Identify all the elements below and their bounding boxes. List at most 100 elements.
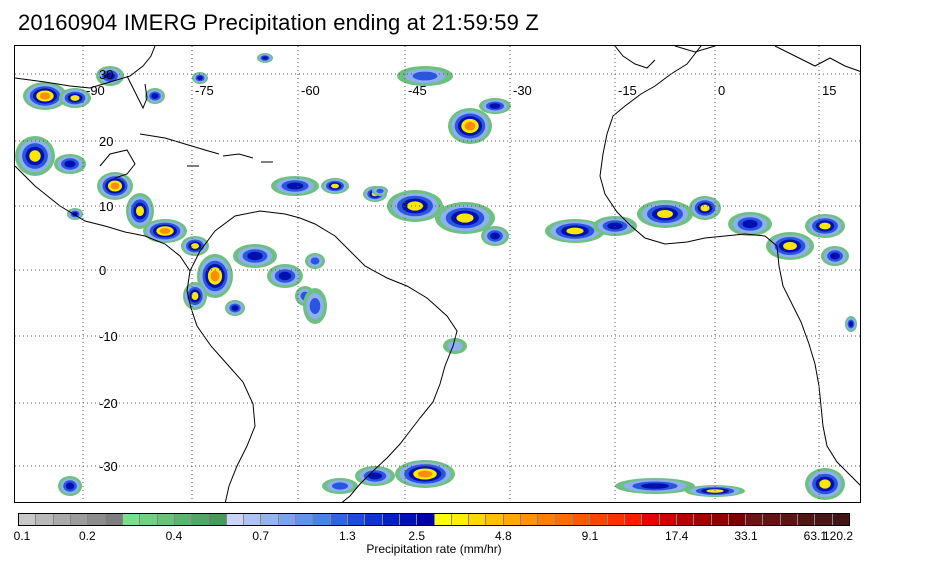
longitude-label: -30 [513,83,532,98]
colorbar-swatch [53,514,71,525]
precip-cell [72,211,78,217]
precip-cell [819,222,831,230]
precipitation-colorbar [18,513,850,526]
precip-cell [332,482,348,490]
colorbar-swatch [140,514,158,525]
precip-cell [447,341,463,351]
colorbar-swatch [728,514,747,525]
colorbar-swatch [417,514,435,525]
colorbar-swatch [711,514,729,525]
precip-cell [331,183,339,189]
colorbar-swatch [763,514,781,525]
precip-cell [136,205,144,217]
colorbar-tick-label: 0.2 [78,529,96,543]
precip-cell [819,479,831,489]
colorbar-swatch [538,514,556,525]
precip-cell [191,243,199,249]
colorbar-tick-label: 120.2 [822,529,854,543]
colorbar-swatch [157,514,175,525]
coastline-south-america-west [186,270,256,502]
colorbar-swatch [70,514,89,525]
precip-cell [151,93,159,99]
precip-cell [830,252,840,260]
coastline-mexico-central-america [15,165,191,272]
precipitation-map: -90 -75 -60 -45 -30 -15 0 15 30 20 10 0 -10 -20 -30 [14,45,861,503]
precip-cell [376,188,384,194]
coastline-cuba [139,133,220,155]
colorbar-swatch [555,514,573,525]
colorbar-swatch [174,514,193,525]
latitude-label: -10 [99,329,118,344]
precip-cell [490,232,500,240]
colorbar-swatch [486,514,504,525]
coastline-hispaniola [222,153,254,159]
precip-cell [278,271,292,281]
longitude-label: -90 [86,83,105,98]
coastline-mediterranean-east [774,46,860,72]
colorbar-swatch [88,514,106,525]
longitude-label: 0 [718,83,725,98]
latitude-label: 0 [99,263,106,278]
graticule-labels: -90 -75 -60 -45 -30 -15 0 15 30 20 10 0 -10 -20 -30 [86,67,836,474]
colorbar-swatch [832,514,849,525]
coastline-south-america [189,210,458,502]
map-canvas: -90 -75 -60 -45 -30 -15 0 15 30 20 10 0 -10 -20 -30 [15,46,860,502]
colorbar-tick-label: 63.1 [803,529,828,543]
precip-cell [368,472,382,480]
colorbar-swatch [694,514,712,525]
coastline-north-america [15,46,156,89]
latitude-label: 30 [99,67,113,82]
colorbar-swatch [330,514,348,525]
coastline-europe [614,46,656,69]
precip-cell [412,71,438,81]
precip-cell [456,213,474,223]
precip-cell [286,182,304,190]
longitude-label: -45 [408,83,427,98]
precip-cell [110,182,120,190]
precip-cell [742,219,758,229]
colorbar-swatch [365,514,383,525]
colorbar-swatch [815,514,833,525]
precip-cell [657,210,673,218]
precip-cell [197,75,203,81]
colorbar-swatch [746,514,764,525]
latitude-label: 10 [99,199,113,214]
colorbar-tick-label: 17.4 [664,529,689,543]
coastline-mediterranean [674,46,716,53]
colorbar-swatch [607,514,625,525]
colorbar-swatch [590,514,608,525]
colorbar-swatch [313,514,331,525]
colorbar-swatch [642,514,660,525]
precip-cell [417,470,433,478]
longitude-label: -15 [618,83,637,98]
colorbar-tick-label: 0.7 [252,529,269,543]
colorbar-swatch [469,514,487,525]
latitude-label: -20 [99,396,118,411]
precip-cell [489,103,501,109]
colorbar-tick-labels: 0.1 0.2 0.4 0.7 1.3 2.5 4.8 9.1 17.4 33.1 63.1 120.… [0,529,944,545]
colorbar-tick-label: 1.3 [338,529,356,543]
colorbar-swatch [19,514,37,525]
precip-cell [309,298,321,314]
precip-cell [231,305,239,311]
precip-cell [39,92,51,100]
colorbar-swatch [451,514,470,525]
graticule [15,46,860,502]
colorbar-tick-label: 0.4 [165,529,183,543]
colorbar-label: Precipitation rate (mm/hr) [366,542,502,556]
colorbar-swatch [434,514,452,525]
precip-cell [700,204,710,212]
precip-cell [247,251,263,261]
precip-cell [566,227,584,235]
coastline-yucatan [99,149,136,179]
colorbar-tick-label: 4.8 [494,529,512,543]
colorbar-swatch [624,514,643,525]
coastline-africa [599,46,860,486]
colorbar-swatch [382,514,400,525]
colorbar-tick-label: 2.5 [408,529,425,543]
precip-cell [848,321,854,327]
map-title: 20160904 IMERG Precipitation ending at 2… [18,10,540,35]
latitude-label: 20 [99,134,113,149]
coastlines [15,46,860,502]
latitude-label: -30 [99,459,118,474]
